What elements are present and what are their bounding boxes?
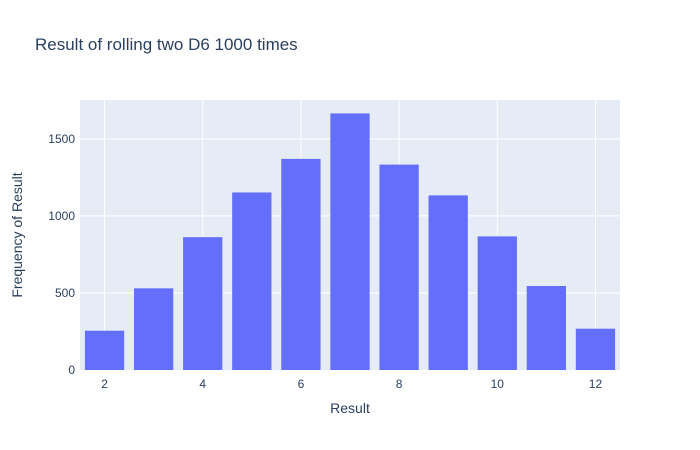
x-tick-label: 6 bbox=[298, 377, 305, 391]
y-tick-label: 0 bbox=[68, 363, 75, 377]
bars[interactable] bbox=[84, 113, 616, 370]
bar-result-12[interactable] bbox=[575, 328, 616, 370]
y-tick-labels: 0 500 1000 1500 bbox=[48, 132, 75, 377]
bar-result-6[interactable] bbox=[281, 158, 321, 370]
y-tick-label: 1000 bbox=[48, 209, 75, 223]
bar-result-2[interactable] bbox=[84, 330, 125, 370]
bar-result-9[interactable] bbox=[428, 195, 468, 370]
y-tick-label: 500 bbox=[55, 286, 75, 300]
bar-result-7[interactable] bbox=[330, 113, 370, 370]
x-tick-label: 4 bbox=[199, 377, 206, 391]
x-tick-label: 10 bbox=[491, 377, 505, 391]
y-tick-label: 1500 bbox=[48, 132, 75, 146]
bar-result-10[interactable] bbox=[477, 236, 517, 370]
chart-title: Result of rolling two D6 1000 times bbox=[35, 35, 298, 54]
bar-result-11[interactable] bbox=[526, 286, 566, 370]
x-tick-labels: 2 4 6 8 10 12 bbox=[101, 377, 602, 391]
x-axis-title: Result bbox=[330, 400, 370, 416]
x-tick-label: 8 bbox=[396, 377, 403, 391]
bar-result-8[interactable] bbox=[379, 164, 419, 370]
y-axis-title: Frequency of Result bbox=[9, 172, 25, 297]
x-tick-label: 2 bbox=[101, 377, 108, 391]
bar-result-4[interactable] bbox=[183, 237, 223, 370]
bar-result-3[interactable] bbox=[134, 288, 174, 370]
bar-result-5[interactable] bbox=[232, 192, 272, 370]
x-tick-label: 12 bbox=[589, 377, 603, 391]
